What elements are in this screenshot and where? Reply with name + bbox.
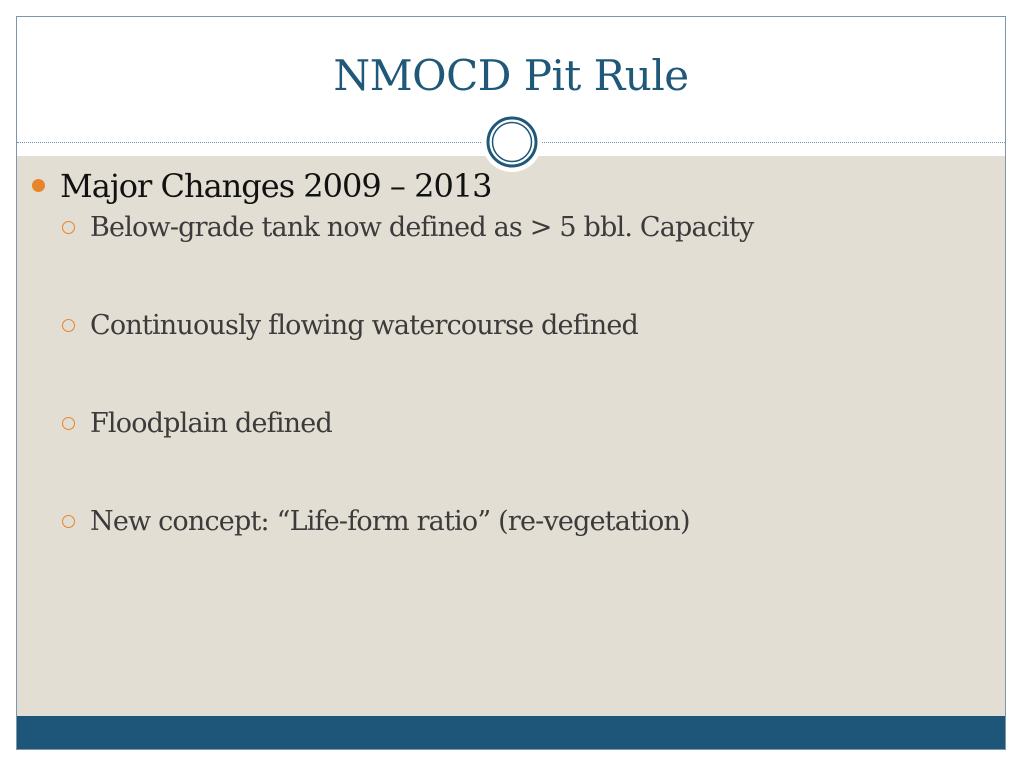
footer-bar xyxy=(17,716,1005,749)
sub-bullet-life-form-ratio: New concept: “Life-form ratio” (re-veget… xyxy=(30,502,960,542)
content-background xyxy=(17,156,1005,716)
sub-bullet-text: Floodplain defined xyxy=(90,408,333,439)
sub-bullet-watercourse: Continuously flowing watercourse defined xyxy=(30,306,960,346)
bullet-dot-icon xyxy=(32,179,45,192)
sub-bullet-below-grade-tank: Below-grade tank now defined as > 5 bbl.… xyxy=(30,208,960,248)
sub-bullet-list: Below-grade tank now defined as > 5 bbl.… xyxy=(30,208,960,542)
ring-ornament-icon xyxy=(482,112,542,172)
sub-bullet-circle-icon xyxy=(62,515,75,528)
slide-content: Major Changes 2009 – 2013 Below-grade ta… xyxy=(30,164,960,600)
sub-bullet-text: Below-grade tank now defined as > 5 bbl.… xyxy=(90,212,754,243)
bullet-major-changes: Major Changes 2009 – 2013 xyxy=(30,164,960,208)
slide: NMOCD Pit Rule xyxy=(16,16,1006,750)
bullet-text: Major Changes 2009 – 2013 xyxy=(60,167,493,205)
sub-bullet-circle-icon xyxy=(62,417,75,430)
sub-bullet-floodplain: Floodplain defined xyxy=(30,404,960,444)
sub-bullet-text: New concept: “Life-form ratio” (re-veget… xyxy=(90,506,691,537)
sub-bullet-text: Continuously flowing watercourse defined xyxy=(90,310,639,341)
sub-bullet-circle-icon xyxy=(62,319,75,332)
sub-bullet-circle-icon xyxy=(62,221,75,234)
slide-title: NMOCD Pit Rule xyxy=(333,51,689,100)
